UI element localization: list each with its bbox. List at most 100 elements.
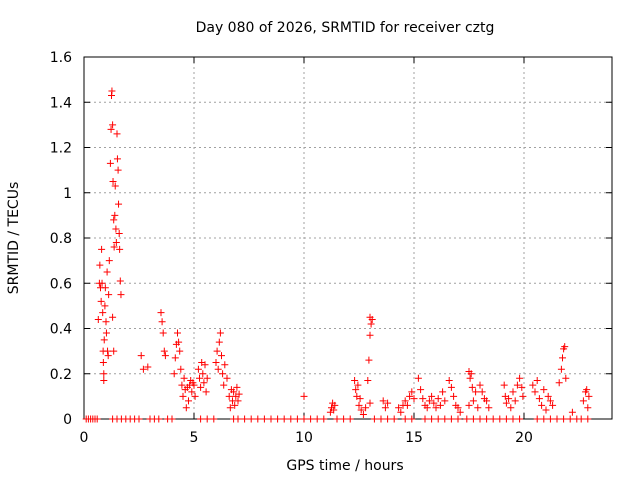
data-point <box>226 404 234 412</box>
data-point <box>102 329 110 337</box>
chart-title: Day 080 of 2026, SRMTID for receiver czt… <box>196 20 495 36</box>
data-point <box>408 415 416 423</box>
data-point <box>505 395 513 403</box>
data-point <box>447 383 455 391</box>
data-point <box>196 374 203 382</box>
data-point <box>346 415 354 423</box>
data-point <box>533 415 541 423</box>
y-tick-label: 1 <box>63 186 72 202</box>
data-point <box>117 291 125 299</box>
data-point <box>467 370 475 378</box>
data-point <box>112 225 120 233</box>
x-tick-label: 20 <box>515 430 533 446</box>
data-point <box>254 415 262 423</box>
data-point <box>221 361 229 369</box>
data-point <box>105 257 113 265</box>
data-point <box>175 338 183 346</box>
data-point <box>560 415 568 423</box>
data-point <box>280 415 288 423</box>
data-point <box>483 415 491 423</box>
data-point <box>168 415 176 423</box>
data-point <box>114 166 122 174</box>
data-point <box>200 379 208 387</box>
data-point <box>417 386 425 394</box>
data-point <box>351 377 359 385</box>
data-point <box>333 415 341 423</box>
y-tick-label: 1.2 <box>50 141 72 157</box>
data-point <box>381 404 389 412</box>
data-point <box>112 239 120 247</box>
y-tick-label: 0.8 <box>50 231 72 247</box>
data-point <box>320 415 328 423</box>
data-point <box>116 277 124 285</box>
data-point <box>113 130 121 138</box>
data-point <box>401 415 409 423</box>
data-point <box>94 315 102 323</box>
data-point <box>161 352 169 360</box>
data-point <box>559 354 566 362</box>
data-point <box>331 401 339 409</box>
data-point <box>247 415 255 423</box>
data-point <box>144 363 152 371</box>
data-point <box>185 397 192 405</box>
data-point <box>340 415 348 423</box>
data-point <box>307 415 315 423</box>
data-point <box>540 415 548 423</box>
data-point <box>366 399 374 407</box>
data-point <box>434 415 442 423</box>
data-point <box>414 374 422 382</box>
data-point <box>430 399 438 407</box>
data-point <box>485 404 493 412</box>
data-point <box>579 397 587 405</box>
data-point <box>102 318 110 326</box>
data-point <box>357 406 365 414</box>
data-point <box>529 381 537 389</box>
data-point <box>542 406 550 414</box>
data-point <box>110 216 118 224</box>
plot-frame <box>83 56 613 420</box>
data-point <box>356 395 364 403</box>
data-point <box>568 408 576 416</box>
data-point <box>220 381 228 389</box>
data-point <box>428 392 436 400</box>
data-point <box>401 397 409 405</box>
data-point <box>535 395 543 403</box>
data-point <box>210 415 218 423</box>
x-tick-label: 15 <box>405 430 423 446</box>
data-point <box>111 211 119 219</box>
y-tick-label: 1.6 <box>50 50 72 66</box>
data-point <box>469 397 477 405</box>
data-point <box>379 397 387 405</box>
data-point <box>406 392 414 400</box>
data-point <box>408 388 416 396</box>
data-point <box>425 397 433 405</box>
data-point <box>115 200 123 208</box>
data-point <box>218 352 225 360</box>
data-point <box>230 388 238 396</box>
data-point <box>538 401 546 409</box>
data-point <box>519 392 527 400</box>
data-point <box>234 415 242 423</box>
data-point <box>155 415 163 423</box>
data-point <box>100 336 108 344</box>
data-point <box>553 415 561 423</box>
data-point <box>531 388 539 396</box>
data-point <box>191 392 199 400</box>
data-point <box>219 370 227 378</box>
data-point <box>466 374 474 382</box>
data-point <box>174 329 181 337</box>
data-point <box>478 388 486 396</box>
data-point <box>176 347 184 355</box>
data-point <box>441 397 449 405</box>
data-point <box>463 415 471 423</box>
data-point <box>98 245 106 253</box>
data-point <box>313 415 321 423</box>
gridlines <box>84 57 612 419</box>
data-point <box>234 397 242 405</box>
data-point <box>384 415 392 423</box>
data-point <box>362 404 370 412</box>
data-point <box>509 388 517 396</box>
data-point <box>109 313 117 321</box>
data-point <box>109 121 117 129</box>
data-point <box>101 302 109 310</box>
